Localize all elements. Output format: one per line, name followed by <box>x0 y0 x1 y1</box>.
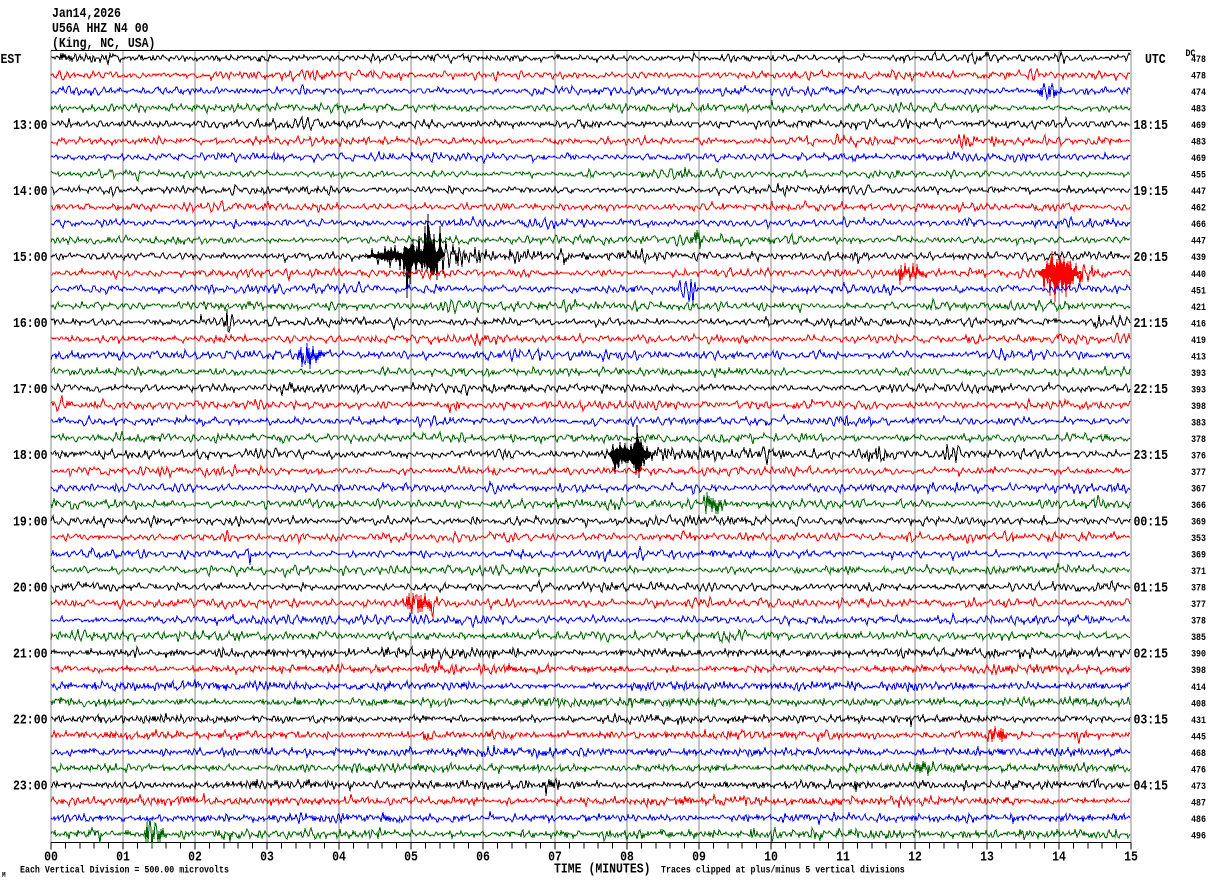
svg-text:440: 440 <box>1191 268 1206 280</box>
svg-text:03:15: 03:15 <box>1134 712 1168 728</box>
svg-text:408: 408 <box>1191 698 1206 710</box>
svg-text:371: 371 <box>1191 565 1206 577</box>
svg-text:416: 416 <box>1191 318 1206 330</box>
svg-text:378: 378 <box>1191 582 1206 594</box>
svg-text:01:15: 01:15 <box>1134 579 1168 595</box>
svg-text:05: 05 <box>404 848 418 864</box>
svg-text:11: 11 <box>836 848 850 864</box>
svg-text:469: 469 <box>1191 119 1206 131</box>
svg-text:19:00: 19:00 <box>13 513 47 529</box>
svg-text:07: 07 <box>548 848 562 864</box>
svg-text:Jan14,2026: Jan14,2026 <box>52 5 121 21</box>
svg-text:18:00: 18:00 <box>13 447 47 463</box>
svg-text:23:15: 23:15 <box>1134 447 1168 463</box>
svg-text:08: 08 <box>620 848 634 864</box>
svg-text:469: 469 <box>1191 152 1206 164</box>
svg-text:377: 377 <box>1191 466 1206 478</box>
svg-text:367: 367 <box>1191 483 1206 495</box>
svg-text:451: 451 <box>1191 285 1206 297</box>
svg-text:431: 431 <box>1191 714 1206 726</box>
svg-text:Traces clipped at plus/minus 5: Traces clipped at plus/minus 5 vertical … <box>661 864 905 876</box>
svg-text:419: 419 <box>1191 334 1206 346</box>
svg-text:478: 478 <box>1191 70 1206 82</box>
svg-text:00: 00 <box>44 848 58 864</box>
svg-text:UTC: UTC <box>1145 51 1166 67</box>
svg-text:03: 03 <box>260 848 274 864</box>
svg-text:369: 369 <box>1191 516 1206 528</box>
svg-text:487: 487 <box>1191 797 1206 809</box>
svg-text:20:00: 20:00 <box>13 579 47 595</box>
svg-text:468: 468 <box>1191 747 1206 759</box>
svg-text:376: 376 <box>1191 450 1206 462</box>
svg-text:09: 09 <box>692 848 706 864</box>
svg-text:Each Vertical Division = 500.: Each Vertical Division = 500.00 microvol… <box>20 864 229 876</box>
svg-text:15: 15 <box>1124 848 1138 864</box>
svg-text:378: 378 <box>1191 615 1206 627</box>
svg-text:455: 455 <box>1191 169 1206 181</box>
svg-text:462: 462 <box>1191 202 1206 214</box>
svg-text:06: 06 <box>476 848 490 864</box>
svg-text:414: 414 <box>1191 681 1206 693</box>
svg-text:21:15: 21:15 <box>1134 315 1168 331</box>
svg-text:447: 447 <box>1191 185 1206 197</box>
svg-text:00:15: 00:15 <box>1134 513 1168 529</box>
svg-text:385: 385 <box>1191 632 1206 644</box>
svg-text:TIME (MINUTES): TIME (MINUTES) <box>554 861 651 877</box>
svg-text:383: 383 <box>1191 417 1206 429</box>
svg-text:369: 369 <box>1191 549 1206 561</box>
svg-text:22:00: 22:00 <box>13 712 47 728</box>
svg-text:U56A HHZ N4 00: U56A HHZ N4 00 <box>52 20 149 36</box>
svg-text:496: 496 <box>1191 830 1206 842</box>
svg-text:474: 474 <box>1191 86 1206 98</box>
svg-text:378: 378 <box>1191 433 1206 445</box>
svg-text:14: 14 <box>1052 848 1066 864</box>
svg-text:398: 398 <box>1191 665 1206 677</box>
svg-text:393: 393 <box>1191 384 1206 396</box>
svg-text:439: 439 <box>1191 252 1206 264</box>
svg-text:19:15: 19:15 <box>1134 183 1168 199</box>
svg-text:(King, NC, USA): (King, NC, USA) <box>52 35 155 51</box>
svg-text:478: 478 <box>1191 53 1206 65</box>
svg-text:20:15: 20:15 <box>1134 249 1168 265</box>
svg-text:18:15: 18:15 <box>1134 117 1168 133</box>
svg-text:421: 421 <box>1191 301 1206 313</box>
svg-text:483: 483 <box>1191 136 1206 148</box>
svg-text:466: 466 <box>1191 219 1206 231</box>
svg-text:398: 398 <box>1191 400 1206 412</box>
svg-text:486: 486 <box>1191 813 1206 825</box>
svg-text:04: 04 <box>332 848 346 864</box>
svg-text:13: 13 <box>980 848 994 864</box>
svg-text:413: 413 <box>1191 351 1206 363</box>
svg-text:01: 01 <box>116 848 130 864</box>
svg-text:390: 390 <box>1191 648 1206 660</box>
svg-text:DC: DC <box>1186 47 1196 59</box>
svg-text:15:00: 15:00 <box>13 249 47 265</box>
svg-text:377: 377 <box>1191 598 1206 610</box>
svg-text:EST: EST <box>1 51 22 67</box>
svg-text:M: M <box>2 870 6 879</box>
svg-text:353: 353 <box>1191 532 1206 544</box>
svg-text:17:00: 17:00 <box>13 381 47 397</box>
svg-text:476: 476 <box>1191 764 1206 776</box>
svg-text:02: 02 <box>188 848 202 864</box>
svg-text:16:00: 16:00 <box>13 315 47 331</box>
svg-text:393: 393 <box>1191 367 1206 379</box>
svg-text:447: 447 <box>1191 235 1206 247</box>
svg-text:02:15: 02:15 <box>1134 646 1168 662</box>
svg-text:483: 483 <box>1191 103 1206 115</box>
svg-text:21:00: 21:00 <box>13 646 47 662</box>
svg-text:12: 12 <box>908 848 922 864</box>
svg-text:445: 445 <box>1191 731 1206 743</box>
svg-text:14:00: 14:00 <box>13 183 47 199</box>
svg-text:22:15: 22:15 <box>1134 381 1168 397</box>
svg-text:13:00: 13:00 <box>13 117 47 133</box>
svg-text:473: 473 <box>1191 780 1206 792</box>
svg-text:366: 366 <box>1191 499 1206 511</box>
svg-text:23:00: 23:00 <box>13 778 47 794</box>
svg-text:10: 10 <box>764 848 778 864</box>
svg-text:04:15: 04:15 <box>1134 778 1168 794</box>
